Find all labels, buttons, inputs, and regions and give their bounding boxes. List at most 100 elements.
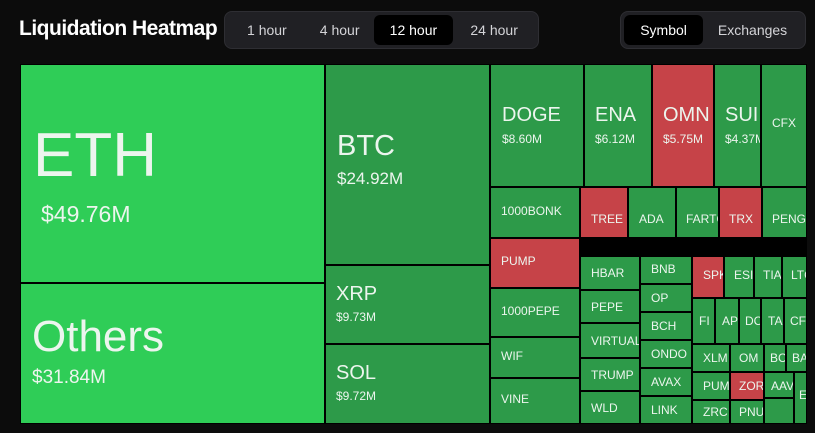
tile-symbol: BA	[792, 351, 807, 365]
tile-symbol: FI	[699, 314, 710, 328]
treemap-tile[interactable]: TRX	[719, 187, 762, 238]
tile-symbol: LINK	[651, 403, 678, 417]
tile-value: $4.37M	[725, 132, 760, 146]
treemap-tile[interactable]: CF	[784, 298, 807, 344]
treemap-tile[interactable]	[764, 398, 794, 424]
treemap-tile[interactable]: ADA	[628, 187, 676, 238]
time-option-24-hour[interactable]: 24 hour	[470, 22, 518, 38]
treemap-tile[interactable]: FI	[692, 298, 715, 344]
treemap-tile[interactable]: VIRTUAL	[580, 323, 640, 358]
tile-symbol: TRUMP	[591, 368, 634, 382]
treemap-tile[interactable]: DOGE $8.60M	[490, 64, 584, 187]
treemap-tile[interactable]: LINK	[640, 396, 692, 424]
treemap-tile[interactable]: AVAX	[640, 368, 692, 396]
tile-symbol: PEPE	[591, 300, 624, 314]
tile-symbol: ZOR	[739, 379, 764, 393]
tile-symbol: 1000PEPE	[501, 304, 560, 318]
treemap-tile[interactable]: TRUMP	[580, 358, 640, 391]
tile-symbol: TREE	[591, 212, 624, 226]
treemap-tile[interactable]: PEPE	[580, 290, 640, 323]
tile-symbol: SUI	[725, 104, 759, 126]
time-option-4-hour[interactable]: 4 hour	[319, 22, 360, 38]
time-option-1-hour[interactable]: 1 hour	[247, 22, 287, 38]
treemap-tile[interactable]: XLM	[692, 344, 730, 372]
treemap-tile[interactable]: 1000PEPE	[490, 288, 580, 337]
page-title: Liquidation Heatmap	[19, 17, 218, 40]
tile-symbol: PENGU	[772, 212, 807, 226]
treemap-tile[interactable]: BTC $24.92M	[325, 64, 490, 265]
tile-symbol: VINE	[501, 392, 530, 406]
treemap-tile[interactable]: 1000BONK	[490, 187, 580, 238]
treemap-tile[interactable]: XRP $9.73M	[325, 265, 490, 344]
treemap-tile[interactable]: TIA	[754, 256, 782, 298]
tile-symbol: TIA	[763, 268, 782, 282]
tile-symbol: AVAX	[651, 375, 682, 389]
treemap-tile[interactable]: CFX	[761, 64, 807, 187]
treemap-tile[interactable]: OM	[730, 344, 764, 372]
treemap-tile[interactable]: ESI	[724, 256, 754, 298]
time-option-12-hour[interactable]: 12 hour	[373, 15, 454, 45]
tile-symbol: BTC	[337, 130, 395, 162]
tile-symbol: SOL	[336, 362, 377, 384]
tile-symbol: BCH	[651, 319, 677, 333]
tile-value: $31.84M	[32, 367, 106, 388]
treemap-tile[interactable]: SOL $9.72M	[325, 344, 490, 424]
tile-symbol: Others	[32, 312, 165, 361]
tile-value: $5.75M	[663, 132, 704, 146]
treemap-tile[interactable]: BCH	[640, 312, 692, 340]
treemap-tile[interactable]: TA	[761, 298, 784, 344]
treemap-tile[interactable]: ETH $49.76M	[20, 64, 325, 283]
treemap-tile[interactable]: LTC	[782, 256, 807, 298]
treemap-tile[interactable]: PUMP	[490, 238, 580, 288]
treemap-tile[interactable]: PNU	[730, 400, 764, 424]
treemap-tile[interactable]: TREE	[580, 187, 628, 238]
tile-symbol: ET	[799, 388, 807, 402]
treemap-tile[interactable]: AAV	[764, 372, 794, 398]
treemap-tile[interactable]: ENA $6.12M	[584, 64, 652, 187]
treemap-tile[interactable]: DC	[739, 298, 761, 344]
tile-symbol: XRP	[336, 283, 378, 305]
treemap-tile[interactable]: OP	[640, 284, 692, 312]
tile-symbol: ETH	[33, 121, 157, 190]
treemap-tile[interactable]: ZOR	[730, 372, 764, 400]
tile-symbol: PNU	[739, 405, 764, 419]
treemap-tile[interactable]: AP	[715, 298, 739, 344]
treemap-tile[interactable]: BC	[764, 344, 786, 372]
treemap-tile[interactable]: ZRC	[692, 400, 730, 424]
treemap-tile[interactable]: WIF	[490, 337, 580, 378]
treemap-tile[interactable]: BNB	[640, 256, 692, 284]
tile-symbol: VIRTUAL	[591, 334, 640, 348]
tile-value: $8.60M	[502, 132, 543, 146]
tile-symbol: PUMP	[501, 254, 536, 268]
treemap-tile[interactable]: ET	[794, 372, 807, 424]
tile-value: $9.72M	[336, 389, 377, 403]
tile-symbol: AP	[722, 314, 739, 328]
tile-symbol: SPK	[703, 268, 723, 282]
treemap-tile[interactable]: FARTC	[676, 187, 719, 238]
treemap-tile[interactable]: WLD	[580, 391, 640, 424]
tile-symbol: OMN	[663, 104, 710, 126]
treemap-tile[interactable]: OMN $5.75M	[652, 64, 714, 187]
treemap-tile[interactable]: PUM	[692, 372, 730, 400]
tile-value: $9.73M	[336, 310, 377, 324]
tile-symbol: WLD	[591, 401, 618, 415]
tile-symbol: ENA	[595, 104, 637, 126]
treemap-tile[interactable]: BA	[786, 344, 807, 372]
treemap-tile[interactable]: Others $31.84M	[20, 283, 325, 424]
tile-symbol: FARTC	[686, 212, 718, 226]
treemap-tile[interactable]: HBAR	[580, 256, 640, 290]
group-by-selector: Symbol Exchanges	[620, 11, 806, 49]
treemap-tile[interactable]: ONDO	[640, 340, 692, 368]
treemap-tile[interactable]: SPK	[692, 256, 724, 298]
tile-symbol: PUM	[703, 379, 730, 393]
tile-value: $6.12M	[595, 132, 636, 146]
treemap-tile[interactable]: VINE	[490, 378, 580, 424]
treemap-tile[interactable]: SUI $4.37M	[714, 64, 761, 187]
tile-symbol: ADA	[639, 212, 664, 226]
view-option-exchanges[interactable]: Exchanges	[717, 22, 788, 38]
liquidation-treemap: ETH $49.76M Others $31.84M BTC $24.92M XRP $9.7…	[20, 64, 807, 424]
view-option-symbol[interactable]: Symbol	[624, 15, 704, 45]
treemap-tile[interactable]: PENGU	[762, 187, 807, 238]
tile-symbol: ONDO	[651, 347, 687, 361]
tile-value: $49.76M	[41, 201, 131, 227]
